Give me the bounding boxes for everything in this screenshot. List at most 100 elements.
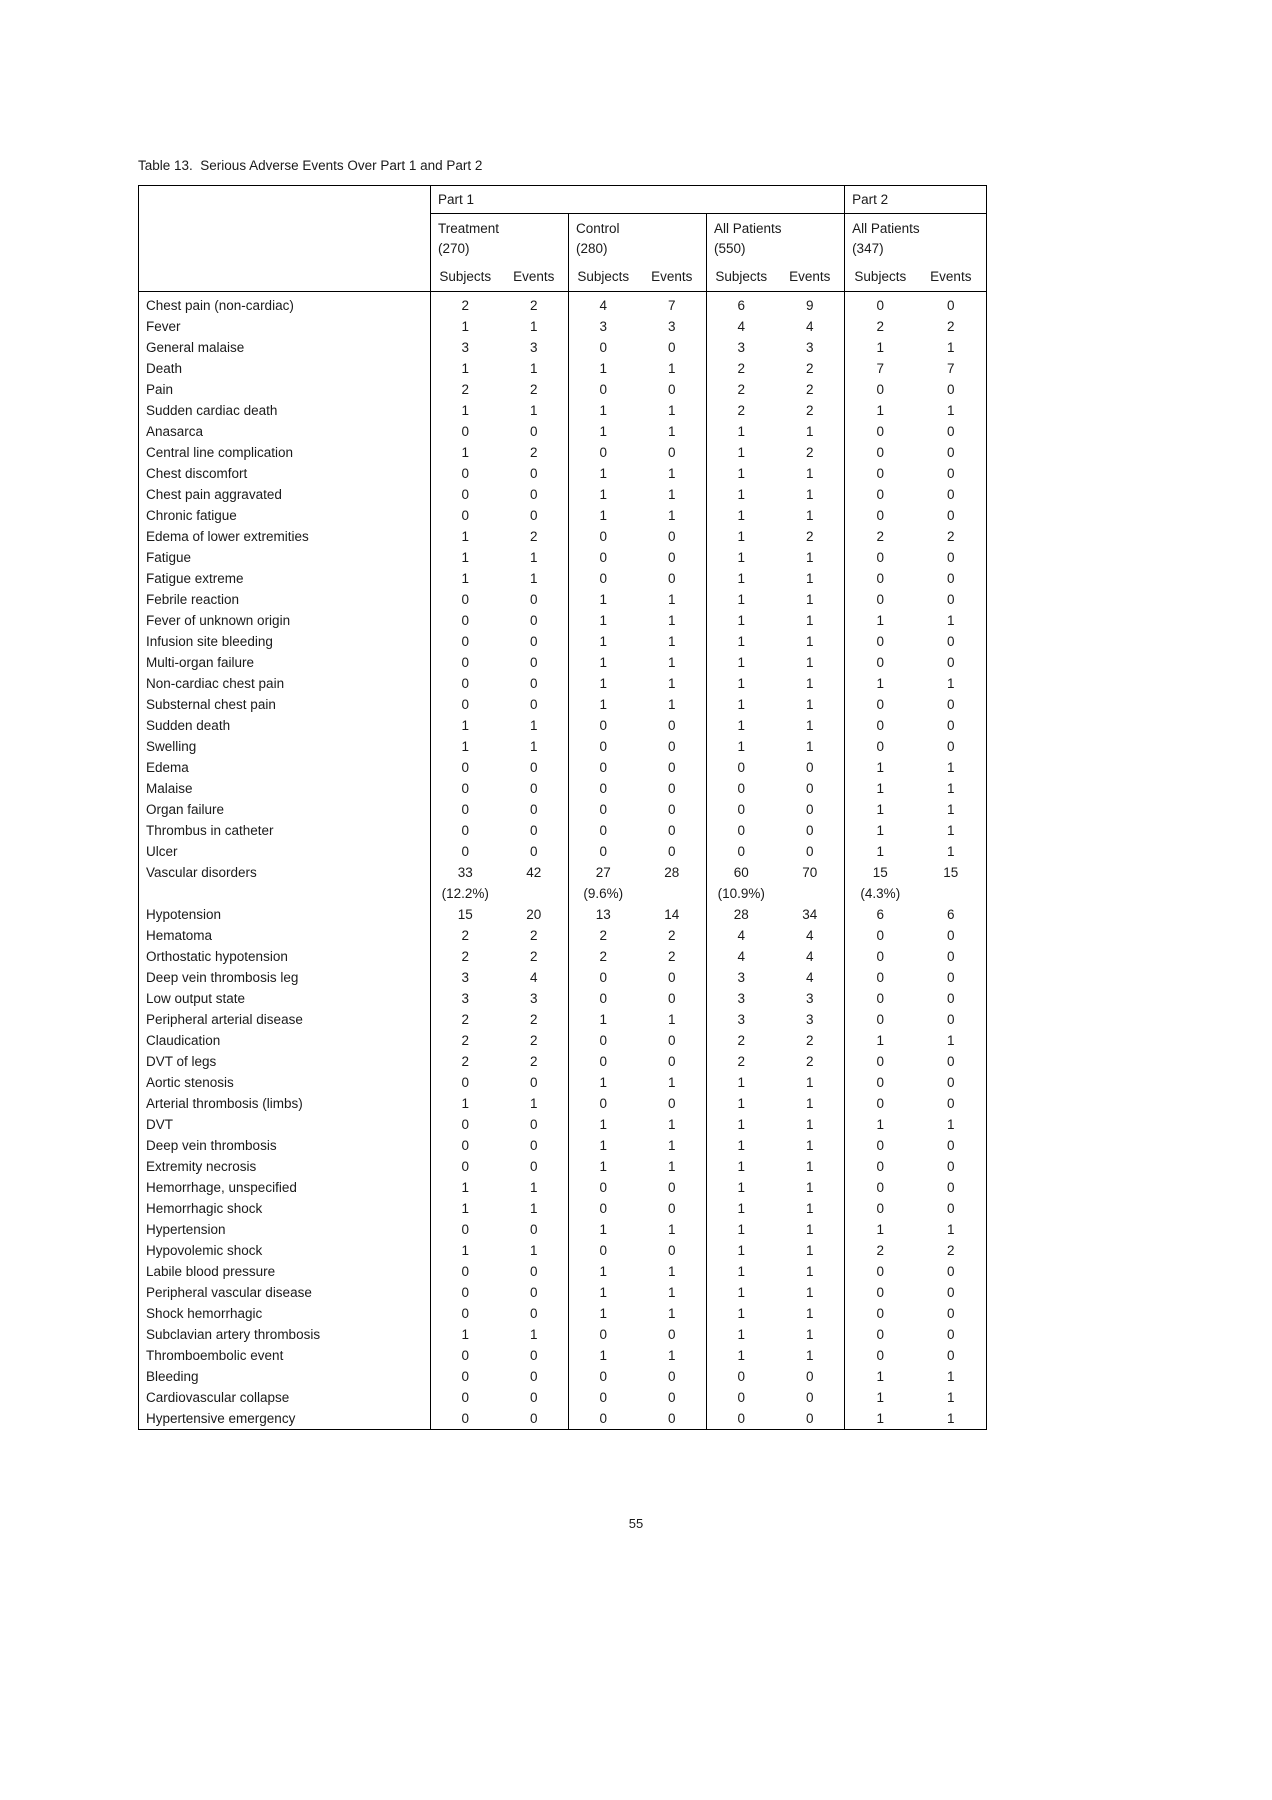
events-value: 2	[667, 949, 676, 964]
subjects-value: 0	[844, 463, 916, 484]
subjects-value: 2	[844, 316, 916, 337]
events-value: 2	[529, 1033, 538, 1048]
subjects-value: 0	[844, 967, 916, 988]
events-value: 9	[806, 298, 814, 313]
event-row: Non-cardiac chest pain 0 0 1 1 1 1 1 1	[139, 673, 987, 694]
event-name: Fatigue extreme	[146, 571, 244, 586]
subjects-value: 1	[844, 1114, 916, 1135]
events-value: 0	[667, 571, 676, 586]
events-value: 1	[947, 1390, 955, 1405]
events-value: 0	[947, 991, 955, 1006]
events-value: 1	[947, 760, 955, 775]
event-name: Hypertensive emergency	[146, 1411, 296, 1426]
events-value: 0	[947, 1012, 955, 1027]
row-label-column-header	[138, 185, 431, 292]
events-value: 1	[806, 1243, 814, 1258]
event-row: Hypertension 0 0 1 1 1 1 1 1	[139, 1219, 987, 1240]
events-value: 1	[667, 508, 676, 523]
events-value: 0	[667, 382, 676, 397]
subjects-value: 60 (10.9%)	[706, 862, 776, 904]
subjects-value: 1	[568, 673, 638, 694]
subjects-header: Subjects	[430, 263, 500, 292]
subjects-value: 0	[844, 379, 916, 400]
subjects-value: 15 (4.3%)	[844, 862, 916, 904]
event-name: Peripheral arterial disease	[146, 1012, 303, 1027]
subjects-value: 0	[568, 442, 638, 463]
events-header: Events	[637, 263, 707, 292]
subjects-value: 0	[844, 1009, 916, 1030]
subjects-value: 1	[844, 778, 916, 799]
subjects-value: 1	[706, 1135, 776, 1156]
events-value: 1	[667, 1117, 676, 1132]
events-value: 1	[806, 1285, 814, 1300]
subjects-value: 0	[706, 1366, 776, 1387]
events-value: 0	[947, 634, 955, 649]
subjects-value: 3	[430, 967, 500, 988]
events-value: 2	[529, 1054, 538, 1069]
events-value: 1	[806, 1159, 814, 1174]
events-value: 0	[806, 1369, 814, 1384]
event-row: Substernal chest pain 0 0 1 1 1 1 0 0	[139, 694, 987, 715]
events-value: 1	[529, 1201, 538, 1216]
events-value: 0	[529, 655, 538, 670]
event-name: Deep vein thrombosis	[146, 1138, 277, 1153]
events-value: 0	[947, 1201, 955, 1216]
subjects-value: 1	[430, 1198, 500, 1219]
subjects-value: 1	[430, 1093, 500, 1114]
event-row: Thromboembolic event 0 0 1 1 1 1 0 0	[139, 1345, 987, 1366]
subjects-value: 1	[706, 505, 776, 526]
event-row: Sudden death 1 1 0 0 1 1 0 0	[139, 715, 987, 736]
events-value: 0	[947, 1264, 955, 1279]
events-value: 70	[802, 865, 818, 880]
subjects-header: Subjects	[568, 263, 638, 292]
event-name: Hemorrhage, unspecified	[146, 1180, 297, 1195]
events-value: 0	[947, 487, 955, 502]
subjects-value: 0	[568, 988, 638, 1009]
event-name: Chest pain aggravated	[146, 487, 282, 502]
event-row: Vascular disorders 33 (12.2%) 42 27 (9.6%) 28 6…	[139, 862, 987, 904]
subjects-value: 1	[568, 1261, 638, 1282]
event-name: Organ failure	[146, 802, 225, 817]
group-header-part2-all-patients: All Patients (347)	[844, 213, 987, 264]
subjects-value: 2	[706, 1030, 776, 1051]
group-label: Treatment	[438, 221, 500, 236]
subjects-value: 0	[844, 547, 916, 568]
subjects-value: 3	[568, 316, 638, 337]
events-value: 4	[806, 319, 814, 334]
events-value: 1	[947, 1222, 955, 1237]
subjects-value: 4	[706, 925, 776, 946]
event-row: Low output state 3 3 0 0 3 3 0 0	[139, 988, 987, 1009]
event-row: Edema of lower extremities 1 2 0 0 1 2 2 2	[139, 526, 987, 547]
subjects-value: 1	[706, 673, 776, 694]
subjects-value: 0	[568, 1366, 638, 1387]
events-value: 0	[947, 1075, 955, 1090]
subjects-value: 0	[430, 652, 500, 673]
event-name: Fatigue	[146, 550, 192, 565]
events-value: 1	[806, 718, 814, 733]
events-value: 0	[529, 1159, 538, 1174]
subjects-value: 27 (9.6%)	[568, 862, 638, 904]
events-value: 1	[667, 1138, 676, 1153]
subjects-value: 0	[568, 337, 638, 358]
event-name: Hypotension	[146, 907, 222, 922]
subjects-value: 4	[568, 291, 638, 316]
events-value: 0	[667, 739, 676, 754]
subjects-value: 1	[706, 1114, 776, 1135]
events-value: 0	[806, 823, 814, 838]
event-name: Non-cardiac chest pain	[146, 676, 285, 691]
events-value: 2	[806, 1054, 814, 1069]
event-name: Death	[146, 361, 183, 376]
events-value: 1	[667, 1075, 676, 1090]
group-label: All Patients	[852, 221, 920, 236]
events-value: 1	[806, 466, 814, 481]
subjects-value: 1	[844, 1219, 916, 1240]
events-value: 1	[806, 1327, 814, 1342]
subjects-value: 0	[430, 1303, 500, 1324]
events-value: 0	[806, 760, 814, 775]
events-value: 1	[806, 1264, 814, 1279]
events-value: 2	[947, 529, 955, 544]
events-value: 0	[667, 1096, 676, 1111]
events-value: 0	[529, 634, 538, 649]
subjects-value: 1	[706, 694, 776, 715]
subjects-value: 0	[706, 841, 776, 862]
